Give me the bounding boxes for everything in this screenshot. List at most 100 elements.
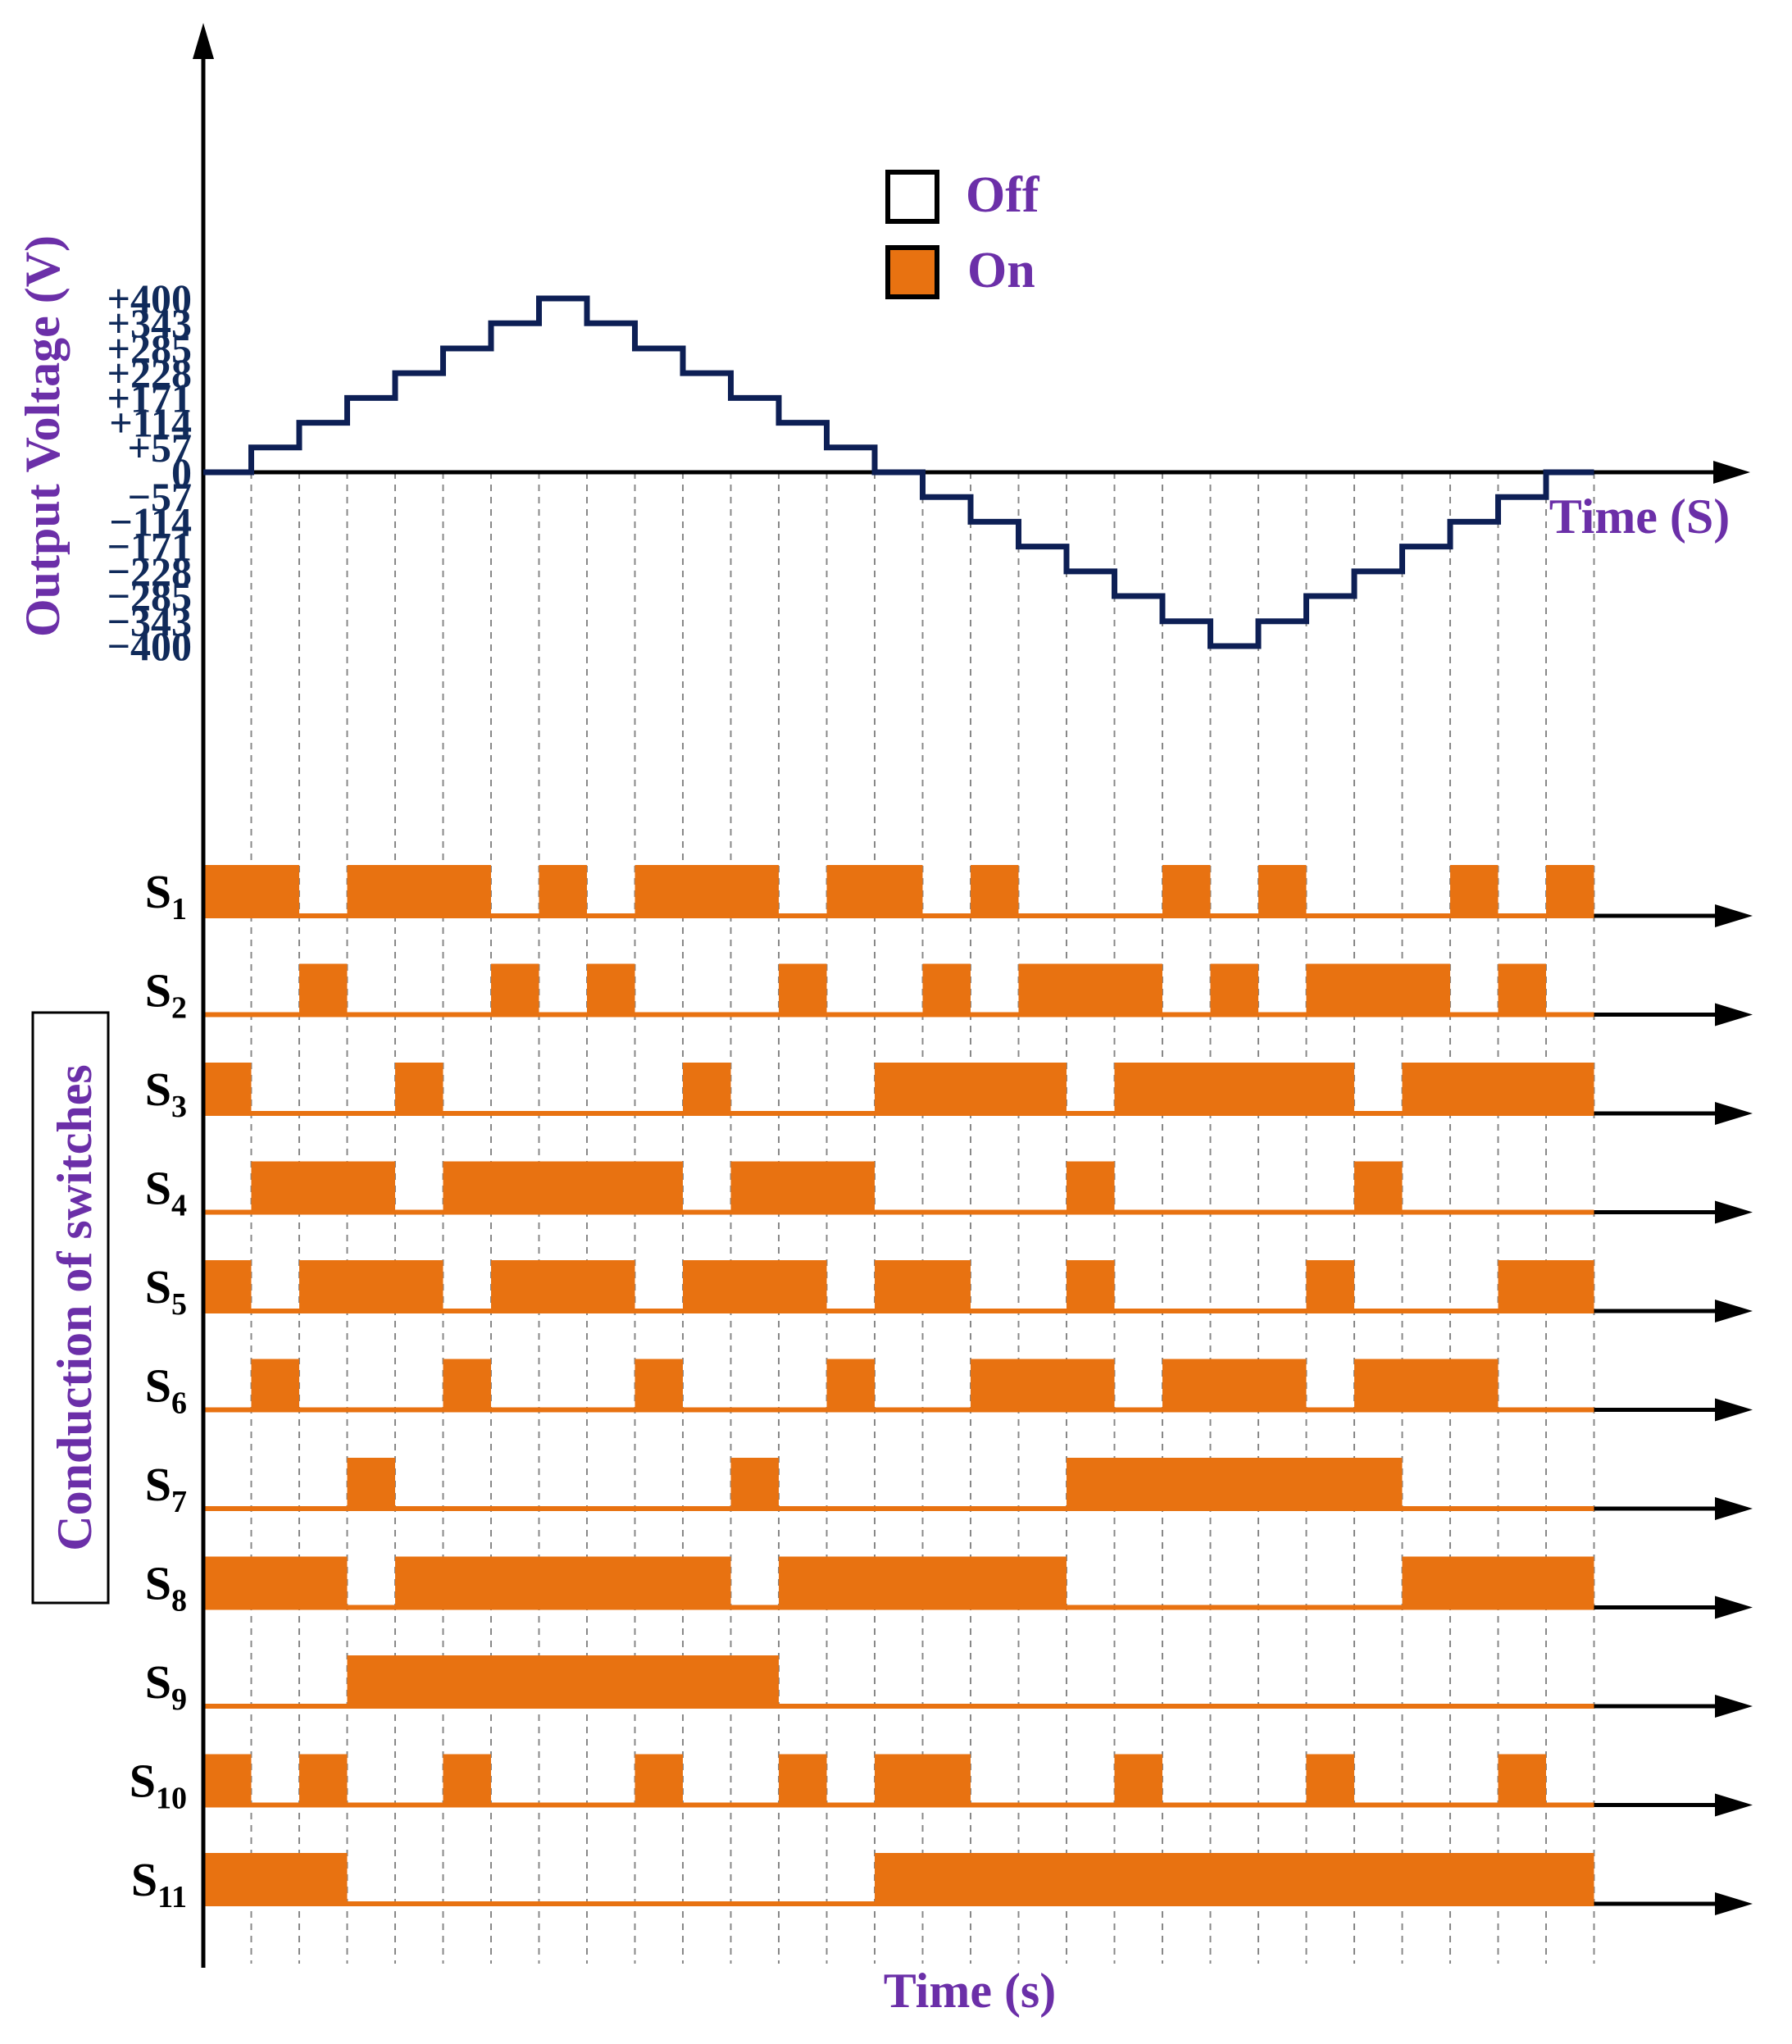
- switch-on-pulse: [826, 1359, 875, 1413]
- y-tick-label: −114: [109, 498, 192, 544]
- switch-on-pulse: [347, 865, 491, 918]
- switch-on-pulse: [491, 963, 539, 1017]
- legend-off-label: Off: [966, 167, 1040, 223]
- switch-on-pulse: [779, 1754, 827, 1808]
- x-axis-title-bottom: Time (s): [884, 1964, 1057, 2018]
- switch-row: S1: [145, 865, 1753, 927]
- switch-on-pulse: [1402, 1063, 1594, 1116]
- y-tick-label: −400: [107, 623, 193, 669]
- switch-on-pulse: [634, 1754, 683, 1808]
- time-gridlines: [250, 472, 1595, 1964]
- switch-arrow-icon: [1715, 1892, 1753, 1915]
- switch-on-pulse: [203, 1556, 348, 1610]
- switch-on-pulse: [491, 1260, 635, 1313]
- switch-on-pulse: [1067, 1161, 1115, 1215]
- switch-on-pulse: [683, 1063, 731, 1116]
- switch-on-pulse: [1162, 865, 1211, 918]
- switch-label: S1: [145, 865, 187, 926]
- switch-arrow-icon: [1715, 1003, 1753, 1027]
- switch-on-pulse: [395, 1063, 443, 1116]
- switch-label: S5: [145, 1260, 187, 1322]
- switch-on-pulse: [634, 865, 779, 918]
- y-tick-label: +171: [107, 375, 193, 421]
- legend: Off On: [885, 167, 1040, 299]
- switch-label: S7: [145, 1458, 187, 1519]
- switch-row: S2: [145, 963, 1753, 1027]
- switch-on-pulse: [251, 1359, 299, 1413]
- switch-on-pulse: [1498, 1754, 1546, 1808]
- switch-arrow-icon: [1715, 1695, 1753, 1718]
- switch-label: S6: [145, 1359, 187, 1421]
- y-tick-label: −57: [128, 474, 193, 520]
- axes: [193, 23, 1750, 1968]
- x-axis-title-top: Time (S): [1549, 489, 1731, 544]
- y-tick-label: 0: [171, 449, 192, 495]
- switch-on-pulse: [826, 865, 923, 918]
- switch-on-pulse: [683, 1260, 827, 1313]
- switch-axis-label-frame: [31, 1011, 110, 1605]
- switch-on-pulse: [203, 865, 299, 918]
- legend-on-label: On: [967, 243, 1035, 298]
- y-axis-title: Output Voltage (V): [16, 235, 70, 637]
- switch-arrow-icon: [1715, 1596, 1753, 1619]
- y-tick-label: −171: [107, 524, 193, 570]
- switch-row: S10: [130, 1754, 1753, 1817]
- switch-on-pulse: [1067, 1260, 1115, 1313]
- switch-on-pulse: [299, 963, 348, 1017]
- y-axis-arrow-icon: [193, 23, 214, 59]
- switch-row: S11: [131, 1853, 1753, 1915]
- switch-on-pulse: [1114, 1063, 1354, 1116]
- switch-label: S2: [145, 964, 187, 1026]
- output-voltage-waveform: [203, 295, 1594, 649]
- switch-row: S9: [145, 1655, 1753, 1718]
- switch-on-pulse: [1354, 1161, 1403, 1215]
- switch-on-pulse: [875, 1853, 1594, 1906]
- y-tick-label: −228: [107, 549, 193, 594]
- switch-on-pulse: [634, 1359, 683, 1413]
- switch-label: S9: [145, 1655, 187, 1717]
- y-tick-label: +228: [107, 350, 193, 396]
- y-tick-label: −343: [107, 599, 193, 644]
- switch-on-pulse: [971, 1359, 1115, 1413]
- switch-on-pulse: [875, 1754, 971, 1808]
- switch-on-pulse: [971, 865, 1019, 918]
- switch-on-pulse: [1402, 1556, 1594, 1610]
- switch-row: S5: [145, 1260, 1753, 1322]
- switch-on-pulse: [779, 1556, 1067, 1610]
- switch-on-pulse: [1546, 865, 1594, 918]
- switch-on-pulse: [875, 1063, 1067, 1116]
- switch-label: S8: [145, 1557, 187, 1618]
- switch-label: S4: [145, 1162, 187, 1223]
- y-tick-label: +285: [107, 325, 193, 371]
- switch-arrow-icon: [1715, 904, 1753, 927]
- x-axis-voltage-arrow-icon: [1713, 461, 1750, 484]
- switch-arrow-icon: [1715, 1102, 1753, 1125]
- switch-on-pulse: [251, 1161, 395, 1215]
- switch-row: S6: [145, 1359, 1753, 1422]
- switch-on-pulse: [922, 963, 971, 1017]
- switch-on-pulse: [203, 1063, 252, 1116]
- switch-on-pulse: [299, 1754, 348, 1808]
- legend-on-swatch: [885, 245, 939, 299]
- switch-on-pulse: [1450, 865, 1499, 918]
- y-tick-label: +114: [109, 400, 192, 446]
- switch-on-pulse: [1306, 1754, 1354, 1808]
- switch-on-pulse: [203, 1260, 252, 1313]
- switch-arrow-icon: [1715, 1497, 1753, 1520]
- y-tick-labels: +400+343+285+228+171+114+570−57−114−171−…: [107, 275, 193, 669]
- switch-on-pulse: [1067, 1458, 1403, 1511]
- switch-arrow-icon: [1715, 1300, 1753, 1322]
- y-tick-label: +400: [107, 275, 193, 321]
- y-tick-label: +343: [107, 300, 193, 346]
- switch-row: S4: [145, 1161, 1753, 1224]
- switch-row: S8: [145, 1556, 1753, 1619]
- switch-on-pulse: [347, 1458, 395, 1511]
- legend-off-swatch: [885, 170, 939, 224]
- switch-on-pulse: [1258, 865, 1307, 918]
- switch-on-pulse: [539, 865, 587, 918]
- switch-row: S7: [145, 1458, 1753, 1520]
- switch-arrow-icon: [1715, 1793, 1753, 1817]
- y-tick-label: +57: [128, 425, 193, 471]
- switch-on-pulse: [587, 963, 635, 1017]
- switch-on-pulse: [1018, 963, 1162, 1017]
